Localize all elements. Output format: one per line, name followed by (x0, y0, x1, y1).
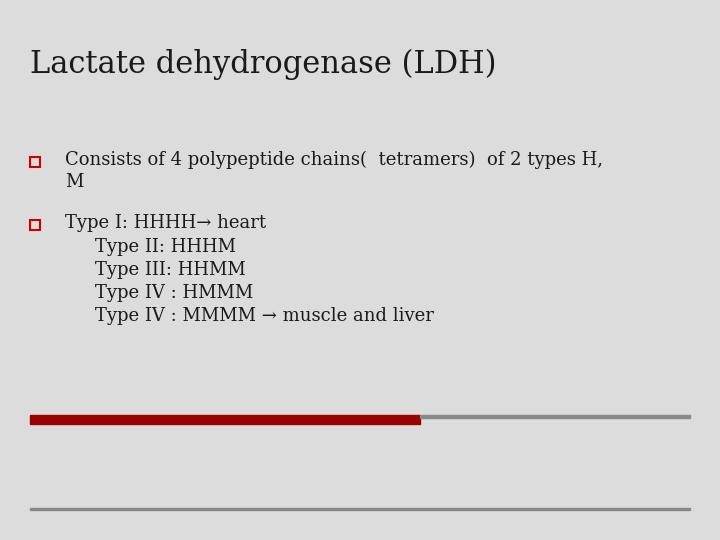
Bar (30, 508, 690, 510)
Text: Type I: HHHH→ heart: Type I: HHHH→ heart (65, 214, 266, 232)
Text: Type II: HHHM: Type II: HHHM (95, 238, 236, 256)
Text: Type III: HHMM: Type III: HHMM (95, 261, 246, 279)
Text: M: M (65, 173, 84, 191)
Bar (30, 220, 40, 230)
Text: Type IV : MMMM → muscle and liver: Type IV : MMMM → muscle and liver (95, 307, 434, 325)
Text: Consists of 4 polypeptide chains(  tetramers)  of 2 types H,: Consists of 4 polypeptide chains( tetram… (65, 151, 603, 169)
Bar (30, 157, 40, 167)
Bar (420, 415, 690, 418)
Bar (30, 415, 420, 424)
Text: Lactate dehydrogenase (LDH): Lactate dehydrogenase (LDH) (30, 49, 497, 80)
Text: Type IV : HMMM: Type IV : HMMM (95, 284, 253, 302)
